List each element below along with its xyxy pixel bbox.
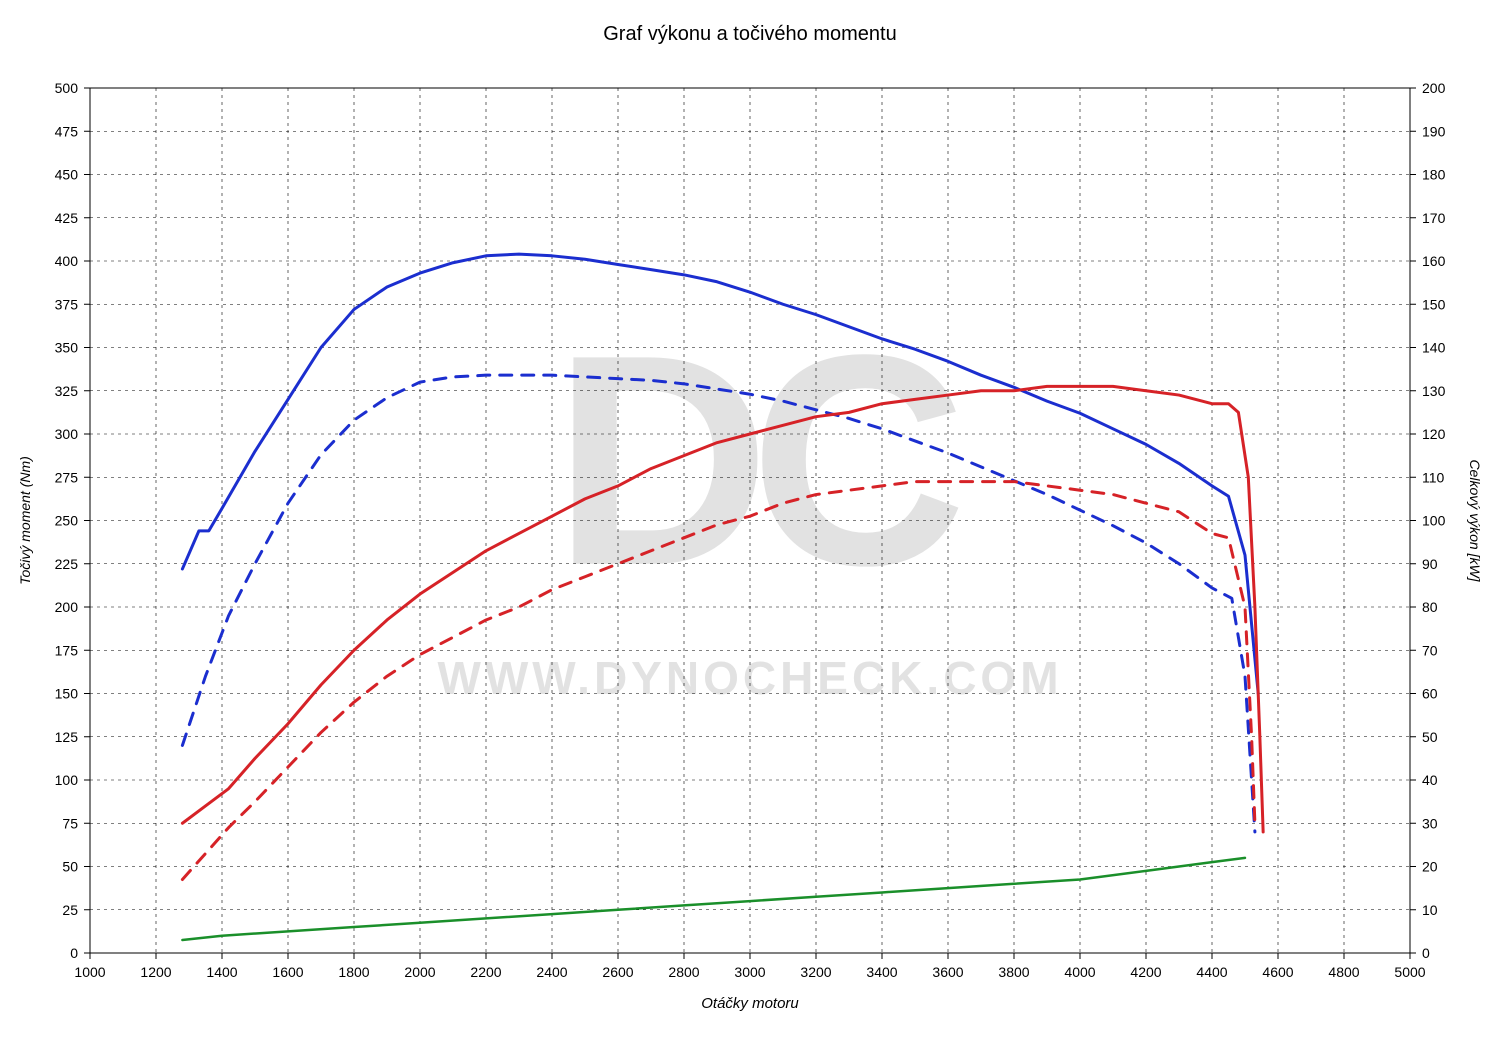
x-tick-label: 2800 xyxy=(668,964,699,980)
x-tick-label: 1200 xyxy=(140,964,171,980)
y-left-tick-label: 350 xyxy=(55,340,79,356)
y-right-tick-label: 110 xyxy=(1422,469,1445,485)
y-right-tick-label: 150 xyxy=(1422,296,1446,312)
y-left-tick-label: 75 xyxy=(62,815,78,831)
x-tick-label: 2400 xyxy=(536,964,567,980)
x-tick-label: 4000 xyxy=(1064,964,1095,980)
x-tick-label: 1400 xyxy=(206,964,237,980)
y-right-tick-label: 70 xyxy=(1422,642,1438,658)
y-right-tick-label: 140 xyxy=(1422,340,1446,356)
x-tick-label: 4800 xyxy=(1328,964,1359,980)
chart-title: Graf výkonu a točivého momentu xyxy=(603,23,896,45)
svg-text:DC: DC xyxy=(553,292,961,628)
y-right-tick-label: 10 xyxy=(1422,902,1438,918)
y-left-tick-label: 175 xyxy=(55,642,79,658)
y-left-tick-label: 275 xyxy=(55,469,79,485)
y-left-tick-label: 300 xyxy=(55,426,79,442)
y-right-tick-label: 120 xyxy=(1422,426,1446,442)
y-left-tick-label: 25 xyxy=(62,902,78,918)
y-right-tick-label: 130 xyxy=(1422,383,1446,399)
y-right-tick-label: 20 xyxy=(1422,859,1438,875)
y-left-tick-label: 125 xyxy=(55,729,79,745)
y-left-tick-label: 425 xyxy=(55,210,79,226)
y-right-tick-label: 60 xyxy=(1422,686,1438,702)
x-tick-label: 3000 xyxy=(734,964,765,980)
y-left-axis-label: Točivý moment (Nm) xyxy=(17,456,33,585)
y-left-tick-label: 450 xyxy=(55,167,79,183)
x-tick-label: 3200 xyxy=(800,964,831,980)
y-right-tick-label: 30 xyxy=(1422,815,1438,831)
x-tick-label: 3800 xyxy=(998,964,1029,980)
x-tick-label: 1800 xyxy=(338,964,369,980)
y-left-tick-label: 325 xyxy=(55,383,79,399)
y-left-tick-label: 100 xyxy=(55,772,79,788)
y-left-tick-label: 150 xyxy=(55,686,79,702)
x-axis-label: Otáčky motoru xyxy=(701,995,799,1012)
y-right-tick-label: 80 xyxy=(1422,599,1438,615)
x-tick-label: 1000 xyxy=(74,964,105,980)
y-left-tick-label: 250 xyxy=(55,513,79,529)
x-tick-label: 2600 xyxy=(602,964,633,980)
y-right-tick-label: 100 xyxy=(1422,513,1446,529)
y-right-tick-label: 0 xyxy=(1422,945,1430,961)
grid xyxy=(90,88,1410,953)
y-right-tick-label: 50 xyxy=(1422,729,1438,745)
y-right-tick-label: 180 xyxy=(1422,167,1446,183)
y-left-tick-label: 225 xyxy=(55,556,79,572)
y-left-tick-label: 375 xyxy=(55,296,79,312)
y-right-tick-label: 190 xyxy=(1422,123,1446,139)
y-right-tick-label: 170 xyxy=(1422,210,1446,226)
y-right-tick-label: 160 xyxy=(1422,253,1446,269)
y-left-tick-label: 50 xyxy=(62,859,78,875)
x-tick-label: 3600 xyxy=(932,964,963,980)
y-left-tick-label: 500 xyxy=(55,80,79,96)
y-left-tick-label: 400 xyxy=(55,253,79,269)
x-tick-label: 2200 xyxy=(470,964,501,980)
x-tick-label: 4400 xyxy=(1196,964,1227,980)
x-tick-label: 2000 xyxy=(404,964,435,980)
y-left-tick-label: 475 xyxy=(55,123,79,139)
y-left-tick-label: 0 xyxy=(70,945,78,961)
y-left-tick-label: 200 xyxy=(55,599,79,615)
y-right-axis-label: Celkový výkon [kW] xyxy=(1467,459,1483,582)
y-right-tick-label: 40 xyxy=(1422,772,1438,788)
x-tick-label: 4200 xyxy=(1130,964,1161,980)
x-tick-label: 5000 xyxy=(1394,964,1425,980)
y-right-tick-label: 200 xyxy=(1422,80,1446,96)
dyno-chart: Graf výkonu a točivého momentuDCWWW.DYNO… xyxy=(0,0,1500,1041)
x-tick-label: 1600 xyxy=(272,964,303,980)
x-tick-label: 3400 xyxy=(866,964,897,980)
y-right-tick-label: 90 xyxy=(1422,556,1438,572)
x-tick-label: 4600 xyxy=(1262,964,1293,980)
